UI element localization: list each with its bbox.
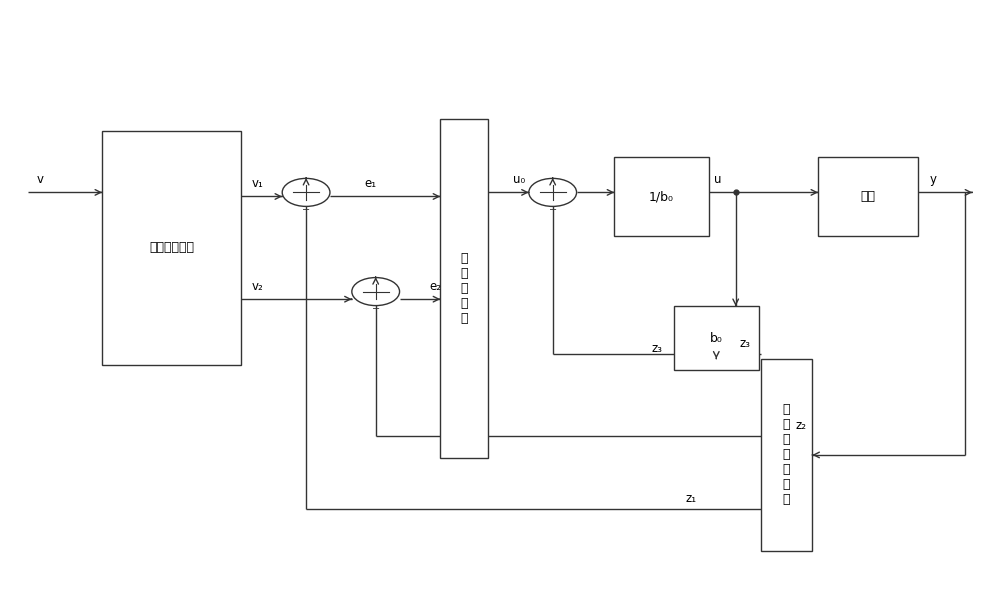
Bar [614,157,709,236]
Circle shape [352,277,400,306]
Text: z₂: z₂ [795,419,806,432]
Text: 对象: 对象 [860,190,875,203]
Text: y: y [930,173,937,186]
Bar [674,306,759,370]
Text: −: − [549,204,557,214]
Text: 扩
张
状
态
观
测
器: 扩 张 状 态 观 测 器 [783,403,790,507]
Text: u: u [714,173,721,186]
Circle shape [282,178,330,206]
Text: e₂: e₂ [429,280,441,293]
Text: z₃: z₃ [652,342,663,355]
Text: e₁: e₁ [365,177,377,190]
Circle shape [529,178,577,206]
Text: 安排过渡过程: 安排过渡过程 [149,241,194,254]
Text: 1/b₀: 1/b₀ [649,190,674,203]
Text: b₀: b₀ [710,332,723,345]
Text: −: − [302,204,310,214]
Text: u₀: u₀ [513,173,525,186]
Text: −: − [372,304,380,314]
Text: v₂: v₂ [251,280,263,293]
Text: v: v [37,173,44,186]
Text: z₃: z₃ [740,337,751,350]
Bar [818,157,918,236]
Text: v₁: v₁ [251,177,263,190]
Bar [440,120,488,458]
Bar [102,131,241,365]
Text: 非
线
性
组
合: 非 线 性 组 合 [460,252,468,325]
Text: z₁: z₁ [686,492,697,505]
Bar [761,359,812,551]
